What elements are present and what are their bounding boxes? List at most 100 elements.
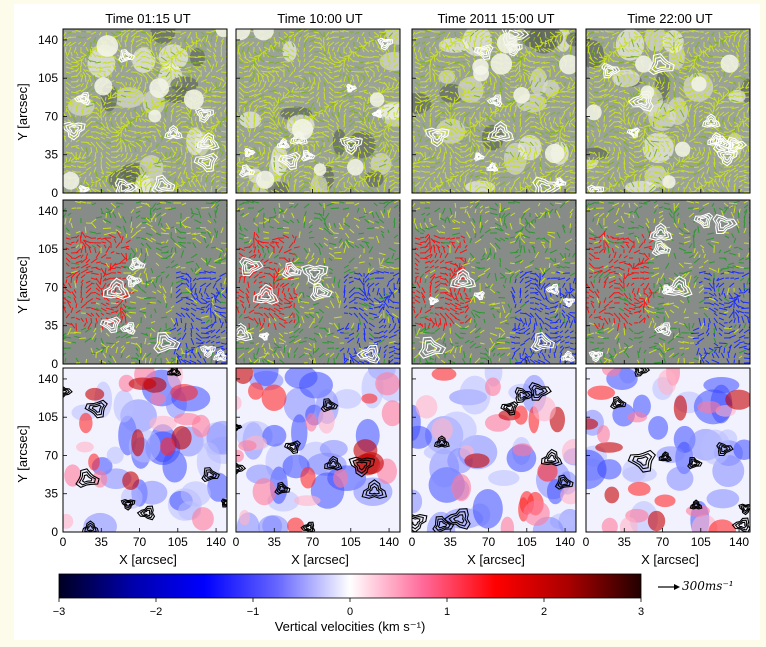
velocity-vector — [220, 141, 227, 143]
velocity-vector — [105, 166, 110, 170]
velocity-vector — [424, 90, 429, 93]
velocity-vector — [563, 147, 566, 153]
velocity-vector — [70, 271, 77, 279]
velocity-vector — [470, 111, 476, 120]
velocity-vector — [303, 76, 308, 82]
velocity-vector — [160, 251, 169, 254]
velocity-vector — [521, 151, 526, 158]
velocity-vector — [140, 217, 149, 220]
velocity-vector — [643, 163, 650, 168]
velocity-vector — [519, 187, 525, 193]
velocity-vector — [220, 76, 225, 83]
velocity-vector — [323, 76, 330, 84]
velocity-vector — [215, 175, 220, 178]
contour-line — [240, 166, 253, 176]
velocity-vector — [221, 101, 227, 105]
velocity-vector — [469, 178, 473, 183]
velocity-vector — [135, 247, 138, 252]
velocity-vector — [660, 114, 665, 123]
velocity-vector — [678, 71, 687, 75]
velocity-vector — [492, 86, 496, 91]
velocity-vector — [349, 65, 355, 68]
velocity-vector — [616, 36, 620, 42]
velocity-vector — [462, 99, 471, 103]
velocity-vector — [655, 106, 660, 116]
velocity-vector — [353, 60, 360, 63]
velocity-vector — [463, 111, 471, 118]
velocity-vector — [713, 166, 718, 174]
velocity-vector — [470, 86, 476, 91]
velocity-vector — [733, 175, 739, 183]
velocity-vector — [414, 142, 419, 148]
velocity-vector — [539, 84, 545, 88]
velocity-vector — [115, 171, 121, 178]
velocity-vector — [178, 241, 187, 244]
velocity-vector — [450, 70, 456, 78]
velocity-vector — [341, 151, 345, 157]
velocity-vector — [248, 165, 255, 168]
velocity-vector — [544, 136, 551, 139]
figure-svg: Time 01:15 UT Time 10:00 UT Time 2011 15… — [15, 11, 751, 634]
velocity-vector — [590, 129, 595, 133]
velocity-vector — [110, 251, 115, 254]
velocity-vector — [315, 140, 320, 148]
velocity-vector — [115, 242, 121, 249]
velocity-vector — [179, 243, 187, 249]
velocity-vector — [253, 65, 260, 73]
velocity-vector — [297, 58, 300, 63]
velocity-vector — [706, 74, 710, 83]
velocity-vector — [569, 76, 574, 82]
velocity-vector — [296, 111, 300, 117]
velocity-vector — [737, 134, 745, 138]
velocity-vector — [200, 172, 205, 178]
velocity-vector — [238, 143, 242, 148]
velocity-vector — [85, 146, 89, 156]
velocity-vector — [75, 67, 80, 73]
bright-patch — [662, 175, 676, 189]
velocity-vector — [672, 112, 675, 118]
velocity-vector — [624, 48, 630, 53]
velocity-vector — [413, 161, 421, 165]
velocity-vector — [474, 174, 484, 178]
velocity-vector — [135, 201, 142, 204]
velocity-vector — [140, 41, 146, 44]
velocity-vector — [708, 89, 718, 93]
velocity-vector — [454, 178, 457, 183]
velocity-vector — [711, 188, 720, 193]
velocity-vector — [608, 181, 613, 186]
velocity-vector — [648, 142, 655, 148]
velocity-vector — [593, 156, 600, 162]
velocity-vector — [179, 51, 182, 58]
velocity-vector — [591, 176, 600, 180]
velocity-vector — [588, 86, 593, 91]
velocity-vector — [247, 160, 255, 163]
velocity-vector — [288, 81, 294, 84]
velocity-vector — [243, 176, 250, 179]
velocity-vector — [445, 31, 451, 39]
velocity-vector — [733, 128, 737, 133]
velocity-vector — [68, 41, 77, 47]
velocity-vector — [236, 166, 240, 169]
velocity-vector — [287, 53, 295, 58]
velocity-vector — [708, 83, 712, 88]
velocity-vector — [514, 103, 518, 108]
velocity-vector — [383, 173, 389, 178]
velocity-vector — [424, 76, 431, 83]
velocity-vector — [439, 89, 444, 93]
velocity-vector — [363, 126, 370, 132]
velocity-vector — [185, 178, 192, 183]
velocity-vector — [243, 70, 248, 73]
velocity-vector — [343, 101, 351, 108]
velocity-vector — [603, 81, 608, 88]
velocity-vector — [652, 121, 655, 128]
velocity-vector — [414, 76, 421, 80]
velocity-vector — [353, 111, 359, 114]
contour-line — [280, 141, 287, 147]
velocity-vector — [549, 131, 558, 134]
velocity-vector — [273, 47, 280, 53]
velocity-vector — [413, 116, 421, 123]
velocity-vector — [663, 76, 666, 84]
velocity-vector — [109, 116, 112, 122]
velocity-vector — [288, 71, 294, 78]
velocity-vector — [129, 119, 132, 128]
